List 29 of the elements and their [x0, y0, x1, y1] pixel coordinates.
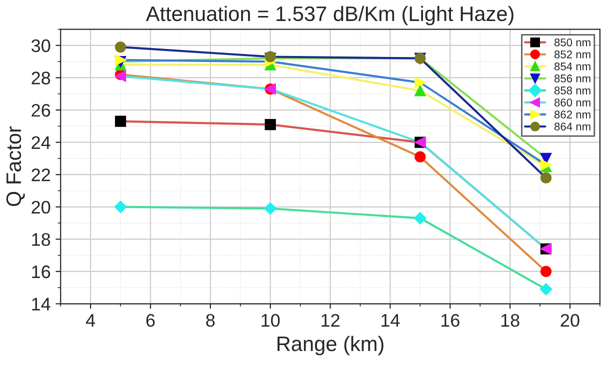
y-tick-label: 20 — [32, 200, 50, 214]
x-tick-label: 16 — [441, 314, 460, 327]
x-tick-label: 6 — [146, 314, 155, 327]
y-tick-label: 24 — [32, 136, 50, 149]
legend-label: 852 nm — [554, 50, 590, 58]
x-tick-label: 18 — [501, 314, 520, 327]
legend-label: 860 nm — [554, 98, 590, 106]
x-tick-label: 4 — [86, 314, 96, 327]
y-tick-label: 28 — [32, 72, 50, 84]
x-tick-label: 8 — [206, 314, 215, 327]
legend-label: 858 nm — [554, 86, 590, 94]
y-tick-label: 14 — [32, 298, 50, 310]
y-tick-label: 26 — [32, 104, 50, 117]
x-tick-label: 14 — [382, 314, 400, 327]
y-tick-label: 22 — [32, 168, 50, 182]
y-tick-label: 30 — [31, 39, 50, 52]
legend-label: 854 nm — [554, 62, 590, 70]
legend-label: 850 nm — [554, 38, 590, 46]
chart-title: Attenuation = 1.537 dB/Km (Light Haze) — [146, 6, 514, 26]
legend-label: 864 nm — [554, 122, 590, 130]
y-tick-label: 18 — [32, 233, 50, 246]
x-axis-title: Range (km) — [278, 336, 384, 356]
x-tick-label: 10 — [262, 314, 280, 327]
y-axis-title: Q Factor — [6, 126, 25, 206]
legend-label: 862 nm — [554, 110, 590, 118]
x-tick-label: 20 — [560, 314, 580, 327]
y-tick-label: 16 — [32, 265, 50, 278]
legend-label: 856 nm — [554, 74, 590, 82]
x-tick-label: 12 — [322, 314, 340, 327]
